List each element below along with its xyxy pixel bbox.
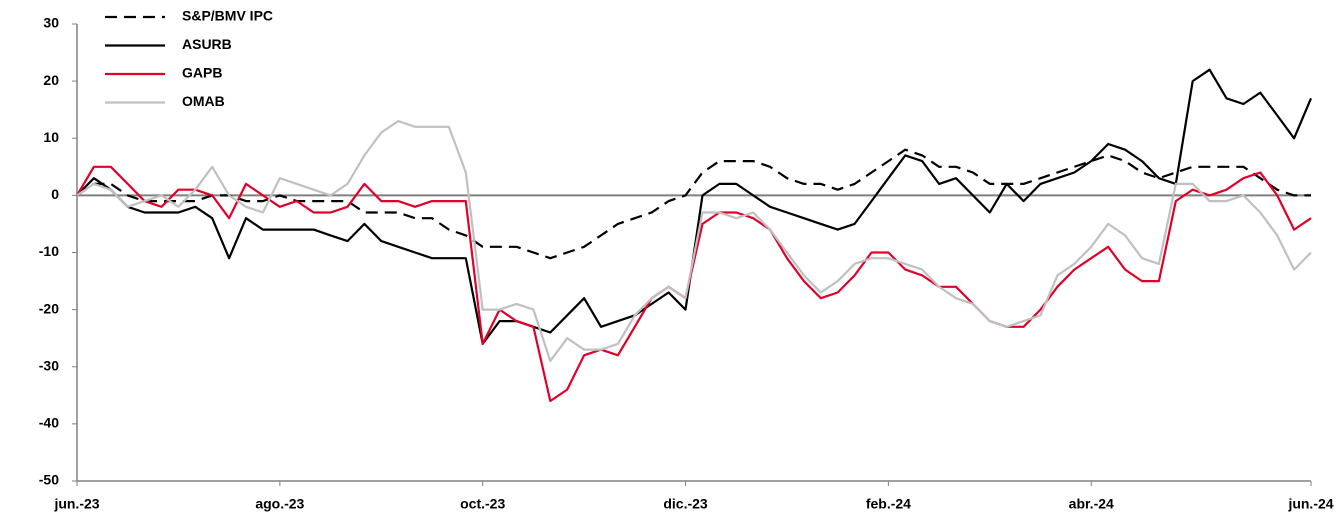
y-tick-label: -40 (39, 415, 59, 431)
y-tick-label: 10 (43, 129, 59, 145)
legend-label: S&P/BMV IPC (182, 8, 273, 24)
x-tick-label: dic.-23 (663, 496, 708, 512)
legend-label: OMAB (182, 93, 225, 109)
x-tick-label: feb.-24 (866, 496, 911, 512)
y-tick-label: 30 (43, 15, 59, 31)
x-tick-label: ago.-23 (255, 496, 304, 512)
x-tick-label: jun.-23 (53, 496, 99, 512)
y-tick-label: 0 (51, 186, 59, 202)
y-tick-label: -30 (39, 357, 59, 373)
series-line (76, 165, 1312, 403)
x-tick-label: jun.-24 (1287, 496, 1333, 512)
y-tick-label: 20 (43, 72, 59, 88)
y-tick-label: -10 (39, 243, 59, 259)
series-line (76, 68, 1313, 345)
series-line (76, 148, 1311, 260)
x-tick-label: abr.-24 (1069, 496, 1114, 512)
legend-label: GAPB (182, 65, 222, 81)
y-tick-label: -20 (39, 300, 59, 316)
legend-label: ASURB (182, 36, 232, 52)
x-tick-label: oct.-23 (460, 496, 505, 512)
y-tick-label: -50 (39, 472, 59, 488)
series-line (76, 120, 1312, 363)
